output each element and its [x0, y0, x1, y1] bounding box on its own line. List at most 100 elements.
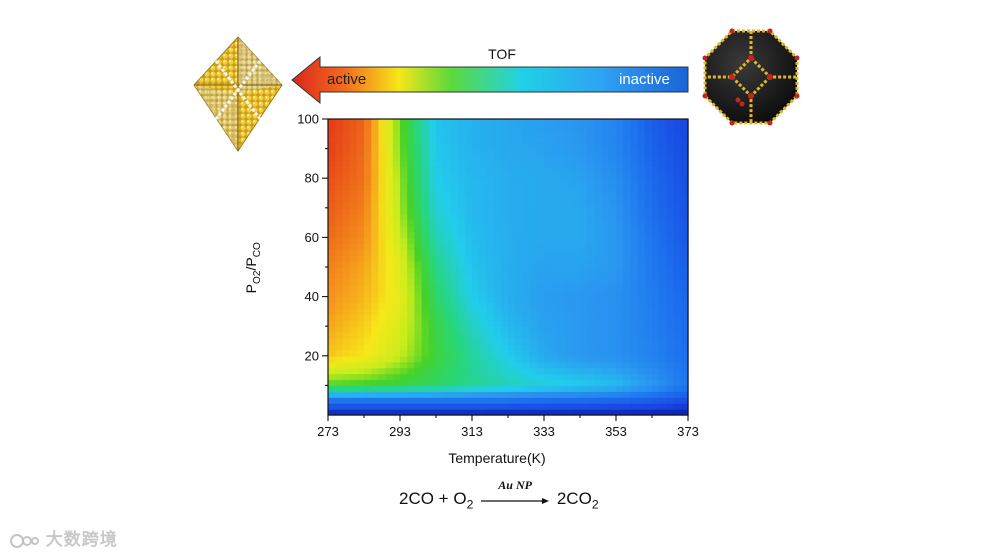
heatmap-cell	[414, 207, 423, 215]
heatmap-cell	[551, 261, 559, 268]
heatmap-cell	[659, 213, 667, 221]
heatmap-cell	[680, 190, 689, 197]
heatmap-cell	[644, 231, 653, 238]
heatmap-cell	[328, 213, 336, 221]
heatmap-cell	[342, 397, 351, 404]
heatmap-cell	[558, 190, 567, 197]
heatmap-cell	[572, 184, 581, 191]
heatmap-cell	[680, 403, 689, 410]
heatmap-cell	[536, 225, 545, 233]
heatmap-cell	[436, 136, 444, 144]
heatmap-cell	[464, 160, 473, 167]
heatmap-cell	[616, 172, 624, 179]
heatmap-cell	[565, 361, 574, 369]
heatmap-cell	[428, 403, 437, 410]
heatmap-cell	[608, 267, 617, 274]
heatmap-cell	[464, 290, 473, 298]
heatmap-cell	[385, 379, 394, 386]
heatmap-cell	[428, 409, 437, 416]
heatmap-cell	[500, 397, 509, 404]
heatmap-cell	[349, 367, 358, 375]
heatmap-cell	[436, 219, 444, 227]
heatmap-cell	[601, 373, 610, 381]
heatmap-cell	[392, 255, 401, 262]
heatmap-cell	[371, 172, 379, 179]
heatmap-cell	[457, 391, 466, 398]
heatmap-cell	[673, 154, 682, 162]
heatmap-cell	[400, 326, 408, 333]
heatmap-cell	[659, 296, 667, 304]
heatmap-cell	[580, 272, 588, 280]
heatmap-cell	[558, 379, 567, 386]
heatmap-cell	[486, 302, 495, 310]
heatmap-cell	[342, 148, 351, 156]
heatmap-cell	[666, 361, 675, 369]
heatmap-cell	[342, 231, 351, 238]
heatmap-cell	[400, 379, 408, 386]
heatmap-cell	[637, 195, 646, 203]
heatmap-cell	[644, 385, 653, 392]
heatmap-cell	[371, 249, 379, 256]
heatmap-cell	[486, 379, 495, 386]
heatmap-cell	[544, 314, 552, 321]
heatmap-cell	[371, 296, 379, 304]
heatmap-cell	[601, 172, 610, 179]
heatmap-cell	[630, 261, 639, 268]
heatmap-cell	[407, 231, 415, 238]
heatmap-cell	[472, 267, 480, 274]
heatmap-cell	[558, 148, 567, 156]
heatmap-cell	[464, 207, 473, 215]
heatmap-cell	[652, 219, 660, 227]
heatmap-cell	[436, 148, 444, 156]
heatmap-cell	[349, 130, 358, 138]
heatmap-cell	[443, 361, 451, 369]
heatmap-cell	[637, 142, 646, 150]
heatmap-cell	[601, 184, 610, 191]
heatmap-cell	[500, 207, 509, 215]
heatmap-cell	[644, 284, 653, 292]
heatmap-cell	[587, 130, 595, 138]
heatmap-cell	[356, 207, 365, 215]
heatmap-cell	[421, 213, 430, 221]
heatmap-cell	[630, 160, 639, 167]
heatmap-cell	[659, 361, 667, 369]
heatmap-cell	[443, 320, 451, 327]
heatmap-cell	[356, 190, 365, 197]
heatmap-cell	[500, 308, 509, 315]
heatmap-cell	[392, 343, 401, 351]
heatmap-cell	[601, 272, 610, 280]
heatmap-cell	[328, 349, 336, 357]
heatmap-cell	[558, 332, 567, 339]
heatmap-cell	[428, 397, 437, 404]
heatmap-cell	[572, 296, 581, 304]
heatmap-cell	[493, 190, 502, 197]
heatmap-cell	[594, 379, 603, 386]
heatmap-cell	[616, 142, 624, 150]
heatmap-cell	[342, 178, 351, 185]
heatmap-cell	[436, 296, 444, 304]
heatmap-cell	[565, 355, 574, 363]
heatmap-cell	[515, 290, 523, 298]
heatmap-cell	[673, 231, 682, 238]
heatmap-cell	[500, 190, 509, 197]
heatmap-cell	[544, 207, 552, 215]
heatmap-cell	[616, 148, 624, 156]
heatmap-cell	[493, 142, 502, 150]
heatmap-cell	[407, 243, 415, 250]
heatmap-cell	[601, 261, 610, 268]
heatmap-cell	[594, 178, 603, 185]
heatmap-cell	[428, 136, 437, 144]
heatmap-cell	[616, 130, 624, 138]
heatmap-cell	[500, 284, 509, 292]
heatmap-cell	[486, 361, 495, 369]
heatmap-cell	[601, 249, 610, 256]
heatmap-cell	[666, 255, 675, 262]
heatmap-cell	[644, 261, 653, 268]
heatmap-cell	[594, 267, 603, 274]
heatmap-cell	[580, 219, 588, 227]
heatmap-cell	[508, 207, 516, 215]
heatmap-cell	[652, 314, 660, 321]
heatmap-cell	[335, 237, 343, 244]
heatmap-cell	[342, 166, 351, 173]
heatmap-cell	[673, 397, 682, 404]
